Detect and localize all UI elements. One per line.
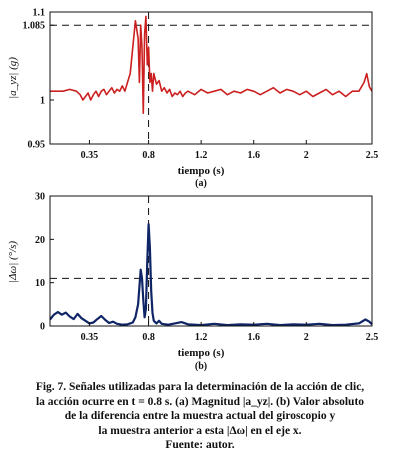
panel-b-xtick-label: 1.2 bbox=[195, 332, 208, 343]
caption-line-4: la muestra anterior a esta |Δω| en el ej… bbox=[98, 424, 302, 437]
panel-a-ytick-label: 1.1 bbox=[33, 8, 46, 19]
caption-line-3: de la diferencia entre la muestra actual… bbox=[64, 410, 336, 422]
panel-b-ytick-label: 10 bbox=[35, 278, 45, 289]
panel-b-ylabel: |Δω| (°/s) bbox=[7, 241, 19, 283]
panel-b-xtick-label: 0.8 bbox=[142, 332, 155, 343]
panel-a: 0.35 0.8 1.2 1.6 2 2.5 0.95 1 1.085 1.1 |a_yz| (g… bbox=[7, 8, 378, 190]
panel-b: 0.35 0.8 1.2 1.6 2 2.5 0 10 20 30 |Δω| (°/s) tiem… bbox=[7, 192, 378, 373]
panel-a-xtick-label: 0.35 bbox=[81, 150, 99, 161]
panel-b-xtick-label: 2 bbox=[304, 332, 309, 343]
caption-line-2: la acción ocurre en t = 0.8 s. (a) Magni… bbox=[35, 395, 365, 408]
panel-b-plot-area: 0.35 0.8 1.2 1.6 2 2.5 0 10 20 30 bbox=[35, 192, 378, 344]
panel-a-xtick-label: 0.8 bbox=[142, 150, 155, 161]
panel-a-xtick-label: 2 bbox=[304, 150, 309, 161]
panel-b-xtick-label: 0.35 bbox=[81, 332, 99, 343]
panel-b-label: (b) bbox=[195, 361, 207, 372]
panel-a-xlabel: tiempo (s) bbox=[178, 165, 225, 177]
panel-b-ytick-label: 20 bbox=[35, 235, 45, 246]
panel-a-ytick-label: 1.085 bbox=[23, 21, 46, 32]
panel-a-series-line bbox=[50, 15, 373, 114]
panel-a-plot-area: 0.35 0.8 1.2 1.6 2 2.5 0.95 1 1.085 1.1 bbox=[23, 8, 379, 162]
panel-b-xtick-label: 2.5 bbox=[366, 332, 379, 343]
panel-a-ytick-label: 0.95 bbox=[28, 140, 46, 151]
panel-b-series-line bbox=[49, 223, 373, 327]
caption-line-5: Fuente: autor. bbox=[165, 439, 235, 451]
panel-a-ytick-label: 1 bbox=[40, 96, 45, 107]
panel-b-ytick-label: 30 bbox=[35, 192, 45, 203]
panel-a-xtick-label: 1.6 bbox=[247, 150, 260, 161]
panel-b-xlabel: tiempo (s) bbox=[178, 347, 225, 359]
figure-charts: 0.35 0.8 1.2 1.6 2 2.5 0.95 1 1.085 1.1 |a_yz| (g… bbox=[7, 8, 378, 373]
figure-caption: Fig. 7. Señales utilizadas para la deter… bbox=[8, 380, 392, 453]
caption-line-1: Fig. 7. Señales utilizadas para la deter… bbox=[35, 381, 365, 393]
panel-b-ytick-label: 0 bbox=[40, 322, 45, 333]
panel-a-xtick-label: 1.2 bbox=[195, 150, 208, 161]
panel-b-axis-frame bbox=[49, 195, 373, 327]
panel-a-ylabel: |a_yz| (g) bbox=[7, 57, 19, 99]
panel-a-axis-frame bbox=[49, 11, 373, 145]
panel-a-label: (a) bbox=[195, 178, 207, 189]
panel-a-xtick-label: 2.5 bbox=[366, 150, 379, 161]
panel-b-xtick-label: 1.6 bbox=[247, 332, 260, 343]
